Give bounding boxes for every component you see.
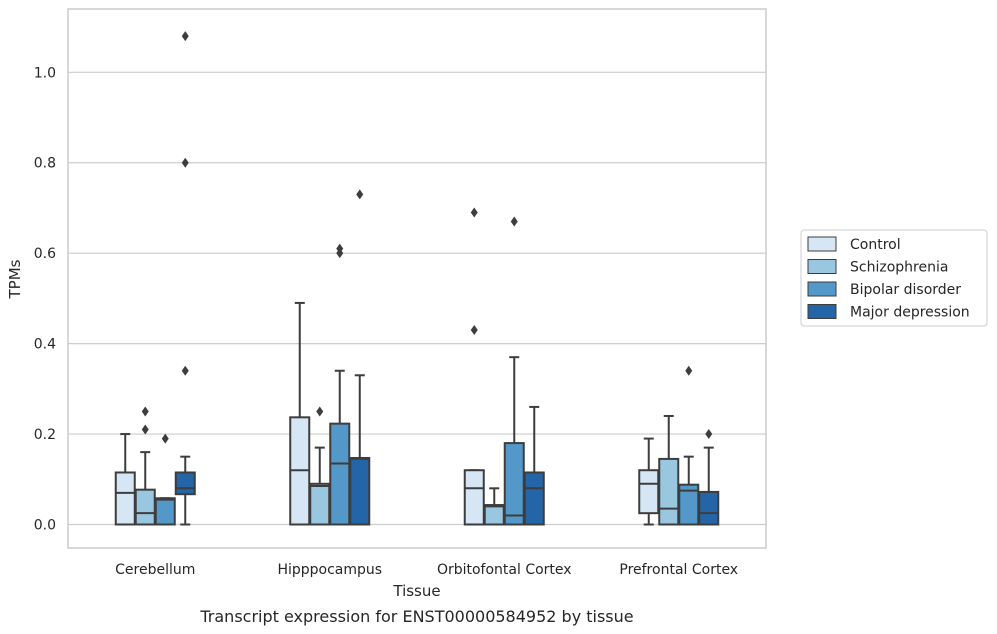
legend-label: Schizophrenia — [850, 260, 948, 276]
outlier-point — [181, 157, 189, 168]
y-tick-label: 0.4 — [34, 337, 56, 353]
y-tick-label: 0.2 — [34, 427, 56, 443]
legend-label: Bipolar disorder — [850, 282, 961, 298]
box-schizophrenia — [658, 414, 680, 526]
x-tick-label: Prefrontal Cortex — [619, 562, 738, 578]
box-bipolar-disorder — [329, 243, 351, 526]
y-tick-label: 0.0 — [34, 517, 56, 533]
y-tick-label: 1.0 — [34, 65, 56, 81]
outlier-point — [705, 429, 713, 440]
box-schizophrenia — [134, 406, 156, 526]
outlier-point — [356, 189, 364, 200]
plot-frame — [67, 8, 767, 549]
box-body — [329, 422, 351, 526]
box-control — [114, 433, 136, 526]
y-tick-labels: 0.0 0.2 0.4 0.6 0.8 1.0 — [34, 65, 56, 533]
box-groups — [114, 31, 720, 526]
x-tick-labels: Cerebellum Hipppocampus Orbitofontal Corte… — [115, 562, 738, 578]
box-body — [483, 504, 505, 526]
outlier-point — [470, 325, 478, 336]
chart-caption: Transcript expression for ENST0000058495… — [199, 607, 633, 626]
box-major-depression — [349, 189, 371, 526]
outlier-point — [181, 31, 189, 42]
box-major-depression — [174, 31, 196, 526]
box-body — [114, 471, 136, 526]
legend-swatch — [807, 304, 837, 319]
outlier-point — [161, 433, 169, 444]
outlier-point — [685, 365, 693, 376]
box-bipolar-disorder — [154, 433, 176, 526]
box-control — [463, 207, 485, 526]
x-tick-label: Orbitofontal Cortex — [437, 562, 572, 578]
outlier-point — [470, 207, 478, 218]
outlier-point — [141, 424, 149, 435]
outlier-point — [336, 243, 344, 254]
y-axis-title: TPMs — [6, 259, 24, 299]
legend-swatch — [807, 281, 837, 297]
box-body — [309, 482, 331, 526]
y-tick-label: 0.8 — [34, 156, 56, 172]
outlier-point — [510, 216, 518, 227]
outlier-point — [141, 406, 149, 417]
box-bipolar-disorder — [503, 216, 525, 526]
legend-swatch — [807, 259, 837, 274]
box-control — [289, 301, 311, 526]
box-major-depression — [698, 429, 720, 526]
box-major-depression — [523, 405, 545, 526]
x-tick-label: Hipppocampus — [277, 562, 382, 578]
legend-label: Major depression — [850, 305, 970, 321]
legend-label: Control — [850, 237, 901, 253]
box-body — [523, 471, 545, 526]
x-tick-label: Cerebellum — [115, 562, 195, 578]
x-axis-title: Tissue — [392, 582, 440, 600]
legend-frame — [800, 229, 988, 327]
box-body — [503, 442, 525, 526]
box-schizophrenia — [309, 406, 331, 526]
box-control — [638, 437, 660, 526]
box-body — [658, 457, 680, 526]
legend: Control Schizophrenia Bipolar disorder Majo… — [800, 229, 988, 327]
y-tick-label: 0.6 — [34, 246, 56, 262]
box-schizophrenia — [483, 487, 505, 526]
legend-swatch — [807, 236, 837, 252]
box-body — [349, 457, 371, 526]
outlier-point — [181, 365, 189, 376]
box-body — [638, 469, 660, 515]
box-body — [698, 490, 720, 526]
box-body — [134, 488, 156, 526]
box-body — [174, 471, 196, 496]
grid-lines — [68, 71, 766, 526]
box-body — [154, 497, 176, 526]
outlier-point — [316, 406, 324, 417]
box-body — [463, 469, 485, 526]
box-bipolar-disorder — [678, 365, 700, 526]
